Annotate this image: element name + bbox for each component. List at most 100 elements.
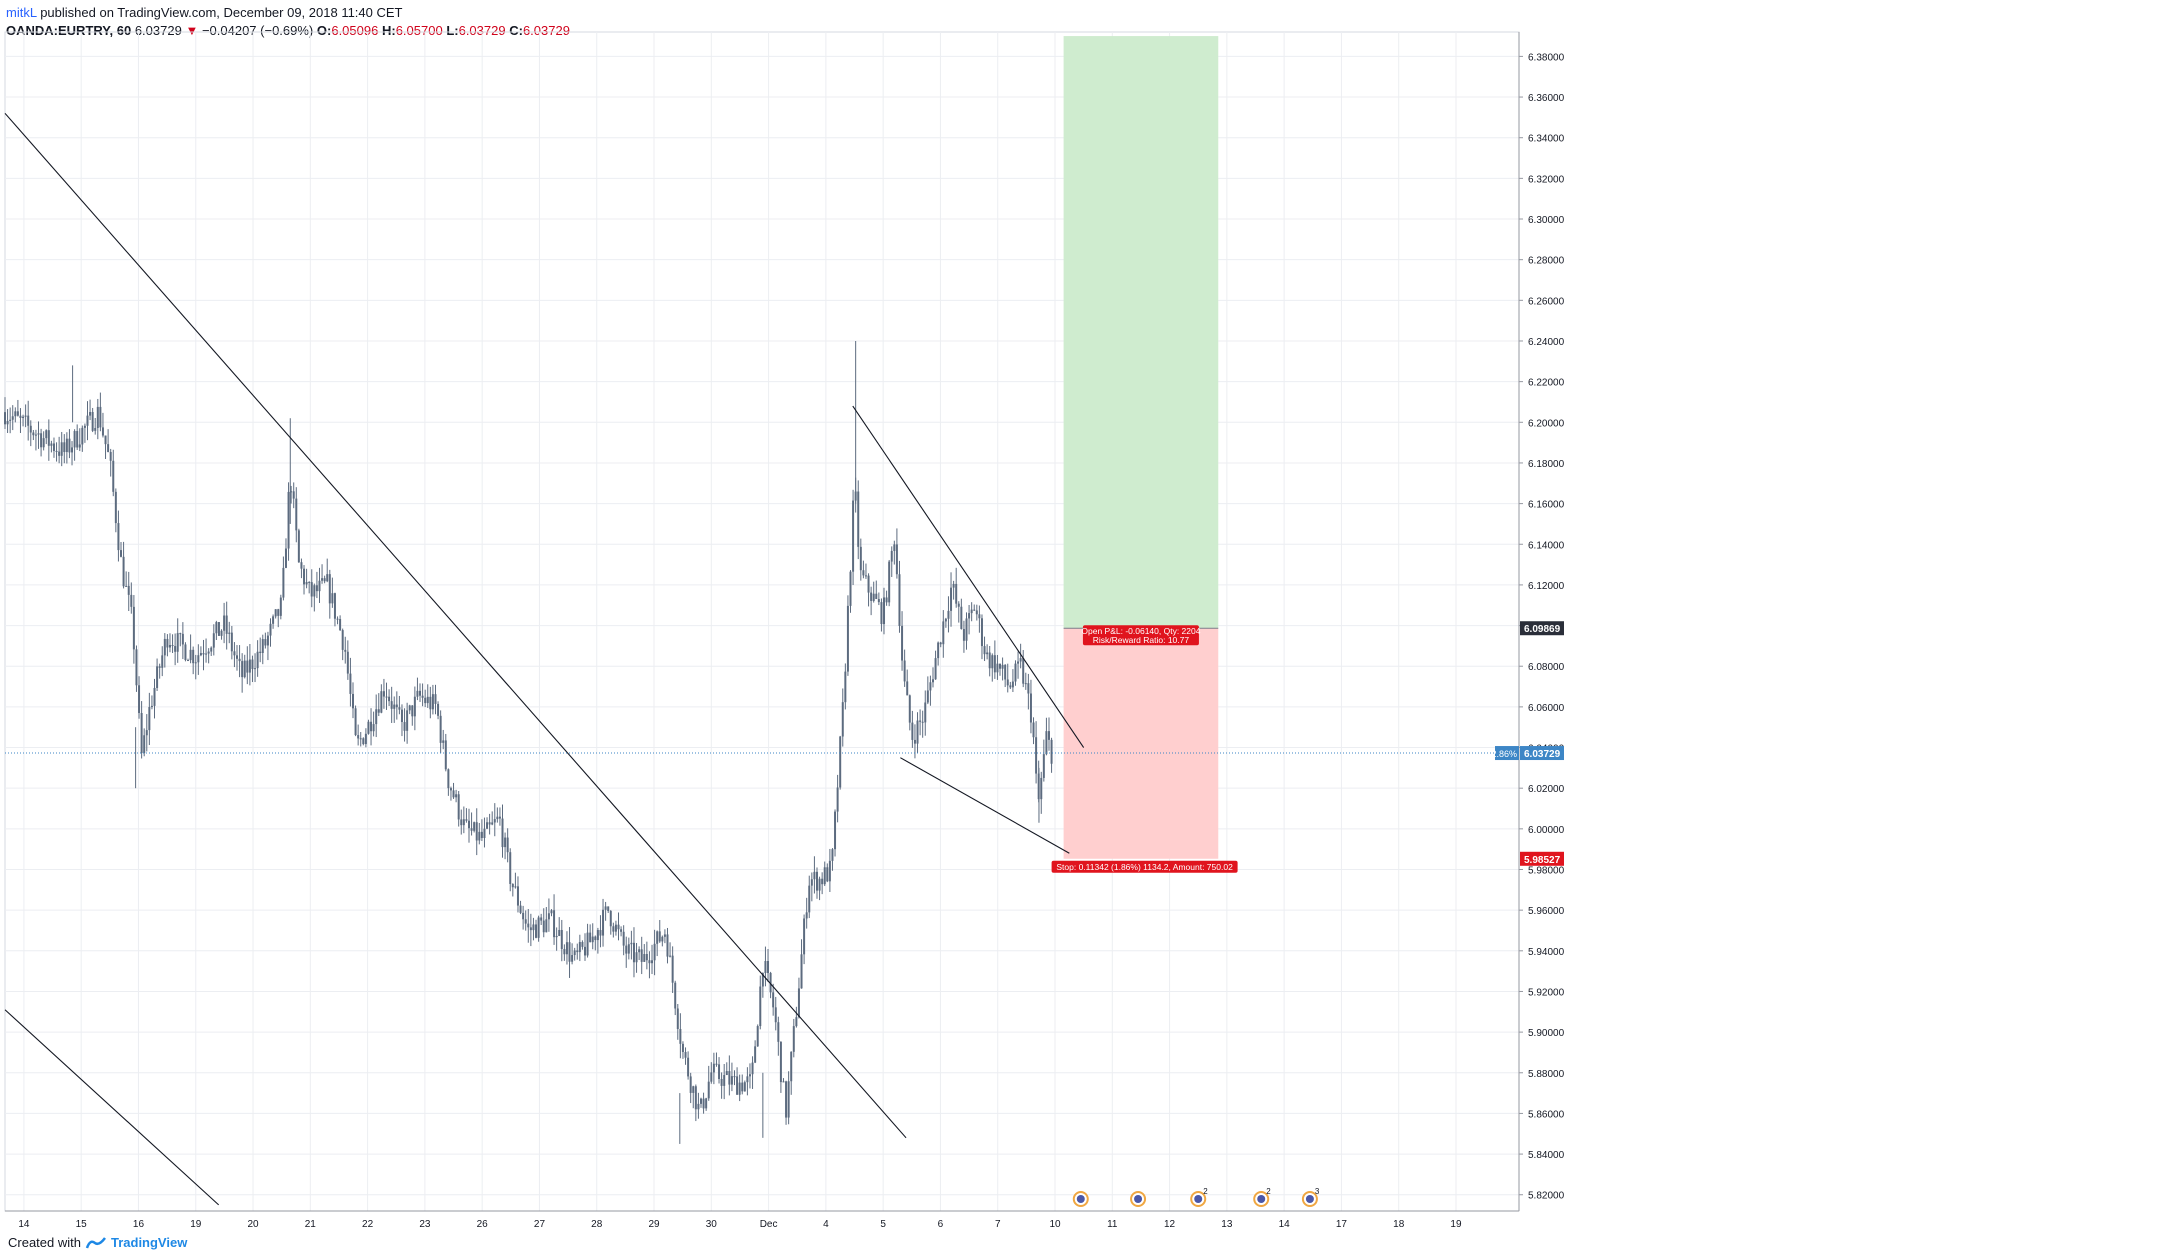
candle-body bbox=[736, 1076, 739, 1095]
candle-body bbox=[563, 949, 566, 955]
candle-body bbox=[834, 811, 837, 850]
x-tick-label: Dec bbox=[760, 1219, 778, 1230]
candle-body bbox=[364, 733, 367, 745]
candle-body bbox=[522, 912, 525, 920]
candle-body bbox=[707, 1081, 710, 1099]
candle-body bbox=[1040, 777, 1043, 800]
candle-body bbox=[467, 820, 470, 829]
candle-body bbox=[1047, 731, 1050, 740]
candle-body bbox=[919, 720, 922, 722]
x-tick-label: 20 bbox=[247, 1219, 259, 1230]
symbol-line: OANDA:EURTRY, 60 6.03729 ▼ −0.04207 (−0.… bbox=[6, 22, 570, 40]
candle-body bbox=[692, 1086, 695, 1093]
candle-body bbox=[101, 427, 104, 436]
candle-body bbox=[58, 451, 61, 456]
candle-body bbox=[797, 988, 800, 1018]
candle-body bbox=[712, 1063, 715, 1073]
x-tick-label: 28 bbox=[591, 1219, 603, 1230]
candle-body bbox=[697, 1103, 700, 1110]
candle-body bbox=[795, 1017, 798, 1027]
symbol-name[interactable]: OANDA:EURTRY, 60 bbox=[6, 23, 132, 38]
candle-body bbox=[135, 649, 138, 686]
candle-body bbox=[504, 837, 507, 848]
candle-body bbox=[815, 871, 818, 891]
candle-body bbox=[370, 721, 373, 732]
tradingview-brand-link[interactable]: TradingView bbox=[110, 1235, 188, 1250]
candle-body bbox=[689, 1076, 692, 1093]
candle-body bbox=[996, 663, 999, 673]
candle-body bbox=[821, 878, 824, 885]
candle-body bbox=[29, 425, 32, 433]
candle-body bbox=[1001, 664, 1004, 669]
candle-body bbox=[4, 412, 6, 425]
candle-body bbox=[328, 574, 331, 604]
candle-body bbox=[653, 943, 656, 961]
y-tick-label: 6.08000 bbox=[1528, 662, 1565, 673]
candle-body bbox=[91, 412, 94, 431]
candle-body bbox=[452, 790, 455, 798]
candle-body bbox=[558, 929, 561, 936]
x-tick-label: 6 bbox=[938, 1219, 944, 1230]
candle-body bbox=[571, 955, 574, 962]
candle-body bbox=[321, 578, 324, 581]
stop-zone[interactable] bbox=[1063, 628, 1219, 859]
candle-body bbox=[403, 722, 406, 731]
candle-body bbox=[813, 871, 816, 880]
candle-body bbox=[444, 740, 447, 770]
candle-body bbox=[511, 883, 514, 888]
event-markers[interactable]: 2 2 3 bbox=[1072, 1187, 1320, 1207]
candle-body bbox=[916, 720, 919, 744]
candle-body bbox=[560, 929, 563, 950]
candle-body bbox=[720, 1078, 723, 1086]
candle-body bbox=[852, 500, 855, 572]
trendline[interactable] bbox=[4, 112, 907, 1139]
candle-body bbox=[952, 583, 955, 588]
x-tick-label: 21 bbox=[305, 1219, 317, 1230]
chart-grid bbox=[4, 31, 1520, 1212]
candle-body bbox=[264, 639, 267, 646]
candle-body bbox=[524, 919, 527, 924]
candle-body bbox=[305, 582, 308, 585]
x-tick-label: 16 bbox=[133, 1219, 145, 1230]
candle-body bbox=[210, 647, 213, 652]
candle-body bbox=[447, 769, 450, 789]
candle-body bbox=[965, 618, 968, 641]
candle-body bbox=[942, 621, 945, 645]
stop-price-label: 5.98527 bbox=[1524, 855, 1561, 866]
candle-body bbox=[42, 438, 45, 448]
candle-body bbox=[284, 548, 287, 568]
profit-zone[interactable] bbox=[1063, 36, 1219, 629]
candle-body bbox=[295, 498, 298, 531]
price-chart[interactable]: Open P&L: -0.06140, Qty: 2204Risk/Reward… bbox=[0, 0, 2163, 1230]
candle-body bbox=[970, 609, 973, 614]
candle-body bbox=[176, 633, 179, 652]
candle-body bbox=[1029, 693, 1032, 723]
position-labels: Open P&L: -0.06140, Qty: 2204Risk/Reward… bbox=[1051, 625, 1238, 873]
candle-body bbox=[746, 1076, 749, 1083]
candle-body bbox=[339, 619, 342, 631]
candle-body bbox=[578, 942, 581, 953]
y-tick-label: 6.36000 bbox=[1528, 93, 1565, 104]
candle-body bbox=[913, 739, 916, 744]
candle-body bbox=[362, 738, 365, 745]
trendline[interactable] bbox=[4, 1009, 220, 1206]
candle-body bbox=[591, 936, 594, 943]
candle-body bbox=[901, 625, 904, 661]
open-label: O: bbox=[316, 23, 332, 38]
trendlines[interactable] bbox=[4, 112, 1519, 1206]
candle-body bbox=[839, 736, 842, 788]
y-tick-label: 6.28000 bbox=[1528, 256, 1565, 267]
trendline[interactable] bbox=[900, 757, 1070, 854]
candle-body bbox=[83, 425, 86, 428]
candle-body bbox=[60, 442, 63, 456]
candle-body bbox=[785, 1081, 788, 1118]
candle-body bbox=[787, 1081, 790, 1118]
long-position-tool[interactable] bbox=[1063, 36, 1219, 859]
trendline[interactable] bbox=[852, 405, 1085, 748]
footer: Created with TradingView bbox=[8, 1235, 187, 1250]
candle-body bbox=[315, 585, 318, 592]
candle-body bbox=[1009, 685, 1012, 688]
candle-body bbox=[774, 1007, 777, 1023]
author-link[interactable]: mitkL bbox=[6, 5, 37, 20]
candle-body bbox=[687, 1057, 690, 1077]
